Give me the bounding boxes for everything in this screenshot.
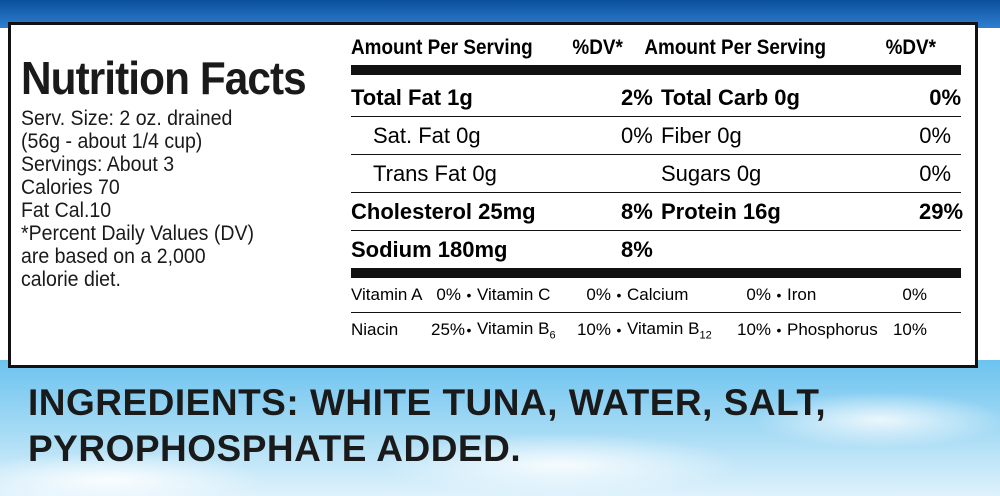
- vitamin-value: 0%: [436, 285, 461, 304]
- nutrient-name: Protein 16g: [661, 198, 781, 224]
- table-row: Trans Fat 0g Sugars 0g 0%: [351, 155, 961, 193]
- bullet-icon: •: [466, 322, 472, 338]
- vitamin-value: 10%: [576, 320, 611, 339]
- dv-note-line-1: *Percent Daily Values (DV): [21, 222, 255, 245]
- header-dv-1: %DV*: [572, 36, 623, 59]
- vitamin-name: Vitamin C: [477, 285, 551, 304]
- vitamin-name: Niacin: [351, 320, 399, 339]
- bullet-icon: •: [616, 287, 622, 303]
- nutrient-dv: 0%: [929, 84, 961, 110]
- table-row: Cholesterol 25mg 8% Protein 16g 29%: [351, 193, 964, 231]
- serving-info-column: Nutrition Facts Serv. Size: 2 oz. draine…: [21, 55, 351, 291]
- fat-calories-line: Fat Cal.10: [21, 199, 112, 222]
- bullet-icon: •: [616, 322, 622, 338]
- nutrient-name: Total Fat 1g: [351, 84, 473, 110]
- table-row: Sat. Fat 0g 0% Fiber 0g 0%: [351, 117, 961, 155]
- table-row: Total Fat 1g 2% Total Carb 0g 0%: [351, 79, 961, 117]
- serving-size-line: Serv. Size: 2 oz. drained: [21, 107, 233, 130]
- header-amount-2: Amount Per Serving: [644, 36, 827, 59]
- nutrient-dv: 2%: [621, 84, 653, 110]
- nutrient-dv: 29%: [919, 198, 964, 224]
- calories-line: Calories 70: [21, 176, 120, 199]
- panel-title: Nutrition Facts: [21, 52, 307, 104]
- header-amount-1: Amount Per Serving: [351, 36, 533, 59]
- vitamin-name: Phosphorus: [787, 320, 878, 339]
- vitamin-value: 0%: [586, 285, 611, 304]
- nutrient-name: Total Carb 0g: [661, 84, 800, 110]
- bullet-icon: •: [466, 287, 472, 303]
- vitamin-value: 0%: [902, 285, 927, 304]
- nutrient-name: Sat. Fat 0g: [373, 122, 481, 148]
- nutrient-name: Cholesterol 25mg: [351, 198, 536, 224]
- nutrient-dv: 8%: [621, 198, 653, 224]
- nutrient-name: Sugars 0g: [661, 160, 762, 186]
- serving-grams-line: (56g - about 1/4 cup): [21, 130, 203, 153]
- servings-line: Servings: About 3: [21, 153, 175, 176]
- header-dv-2: %DV*: [885, 36, 937, 59]
- table-header: Amount Per Serving %DV* Amount Per Servi…: [351, 33, 961, 63]
- vitamin-name: Vitamin B12: [627, 318, 712, 342]
- vitamin-row: Niacin 25% • Vitamin B6 10% • Vitamin B1…: [351, 313, 961, 347]
- dv-note-line-2: are based on a 2,000: [21, 245, 206, 268]
- vitamin-row: Vitamin A 0% • Vitamin C 0% • Calcium 0%…: [351, 278, 961, 313]
- bullet-icon: •: [776, 287, 782, 303]
- vitamin-name: Iron: [787, 285, 817, 304]
- vitamin-name: Calcium: [627, 285, 689, 304]
- vitamin-name: Vitamin B6: [477, 318, 556, 342]
- nutrient-name: Fiber 0g: [661, 122, 742, 148]
- vitamin-value: 25%: [431, 320, 466, 339]
- ingredients-block: INGREDIENTS: WHITE TUNA, WATER, SALT, PY…: [28, 380, 968, 472]
- table-row: Sodium 180mg 8%: [351, 231, 961, 268]
- vitamin-divider: [351, 268, 961, 278]
- vitamin-name: Vitamin A: [351, 285, 423, 304]
- ingredients-line-1: INGREDIENTS: WHITE TUNA, WATER, SALT,: [28, 382, 827, 423]
- nutrient-name: Sodium 180mg: [351, 236, 508, 262]
- nutrient-name: Trans Fat 0g: [373, 160, 497, 186]
- nutrient-dv: 0%: [919, 122, 951, 148]
- nutrient-table: Amount Per Serving %DV* Amount Per Servi…: [351, 33, 964, 347]
- nutrient-dv: 0%: [621, 122, 653, 148]
- vitamin-value: 10%: [737, 320, 772, 339]
- nutrient-dv: 0%: [919, 160, 951, 186]
- vitamin-value: 0%: [746, 285, 771, 304]
- bullet-icon: •: [776, 322, 782, 338]
- header-divider: [351, 65, 961, 75]
- vitamin-value: 10%: [892, 320, 927, 339]
- nutrition-facts-panel: Nutrition Facts Serv. Size: 2 oz. draine…: [8, 22, 978, 368]
- ingredients-line-2: PYROPHOSPHATE ADDED.: [28, 428, 522, 469]
- nutrient-dv: 8%: [621, 236, 653, 262]
- sky-background: [0, 360, 1000, 496]
- dv-note-line-3: calorie diet.: [21, 268, 121, 291]
